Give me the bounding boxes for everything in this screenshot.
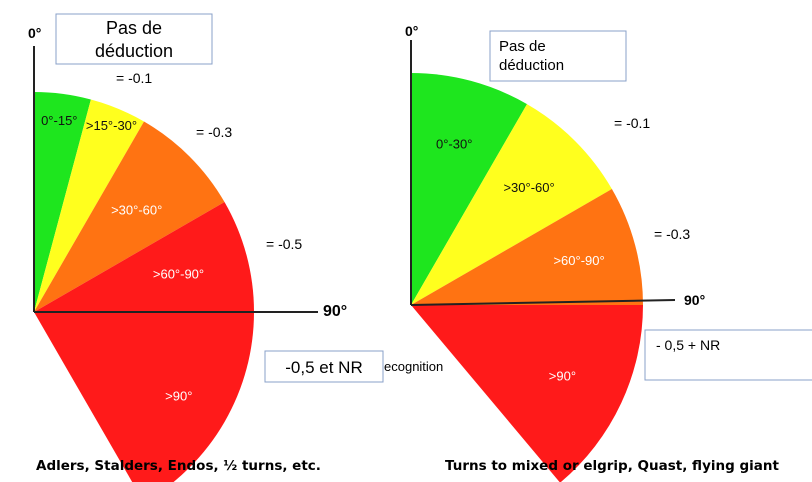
left-sector-label-2: >30°-60°	[111, 202, 162, 217]
right-no-deduction-box: Pas de déduction	[489, 30, 627, 82]
right-sector-2	[411, 189, 643, 305]
left-deduction-0-3: = -0.3	[196, 124, 232, 140]
left-no-deduction-box: Pas de déduction	[55, 13, 213, 65]
left-deduction-0-1: = -0.1	[116, 70, 152, 86]
left-zero-degree-label: 0°	[28, 25, 41, 41]
left-sector-label-0: 0°-15°	[41, 113, 77, 128]
right-ninety-degree-label: 90°	[684, 292, 705, 308]
right-no-deduction-line-1: Pas de	[499, 38, 546, 55]
right-horizontal-axis	[410, 299, 676, 306]
left-sector-2	[34, 121, 225, 312]
left-sector-3	[34, 202, 254, 312]
right-sector-label-3: >90°	[549, 369, 576, 384]
right-zero-degree-label: 0°	[405, 23, 418, 39]
right-sector-label-2: >60°-90°	[553, 253, 604, 268]
right-sector-1	[411, 104, 612, 305]
left-deduction-0-5: = -0.5	[266, 236, 302, 252]
right-sector-label-1: >30°-60°	[503, 180, 554, 195]
left-no-deduction-line-2: déduction	[95, 41, 173, 61]
left-nr-box: -0,5 et NR	[264, 350, 384, 383]
left-sector-4	[34, 312, 254, 482]
right-sector-3	[411, 305, 643, 482]
left-sector-label-1: >15°-30°	[86, 118, 137, 133]
left-sector-label-3: >60°-90°	[153, 266, 204, 281]
right-deduction-0-1: = -0.1	[614, 115, 650, 131]
left-sector-label-4: >90°	[165, 389, 192, 404]
right-no-deduction-line-2: déduction	[499, 57, 564, 74]
left-sector-1	[34, 99, 144, 312]
left-sector-0	[34, 92, 91, 312]
left-ninety-degree-label: 90°	[323, 303, 347, 320]
left-sectors: 0°-15° >15°-30° >30°-60° >60°-90° >90°	[34, 92, 254, 482]
right-angle-diagram: 0°-30° >30°-60° >60°-90° >90° 0° 90° Pas de…	[405, 23, 812, 482]
right-nr-box: - 0,5 + NR	[644, 329, 812, 381]
left-no-deduction-line-1: Pas de	[106, 18, 162, 38]
right-sectors: 0°-30° >30°-60° >60°-90° >90°	[411, 73, 643, 482]
right-sector-0	[411, 73, 527, 305]
right-caption: Turns to mixed or elgrip, Quast, flying …	[445, 458, 779, 474]
left-caption: Adlers, Stalders, Endos, ½ turns, etc.	[36, 458, 321, 474]
left-nr-box-label: -0,5 et NR	[285, 358, 362, 377]
left-angle-diagram: 0°-15° >15°-30° >30°-60° >60°-90° >90° 0° 90…	[28, 13, 443, 482]
right-deduction-0-3: = -0.3	[654, 226, 690, 242]
right-nr-box-label: - 0,5 + NR	[656, 337, 720, 353]
left-partial-recognition-text: ecognition	[384, 359, 443, 374]
right-sector-label-0: 0°-30°	[436, 137, 472, 152]
